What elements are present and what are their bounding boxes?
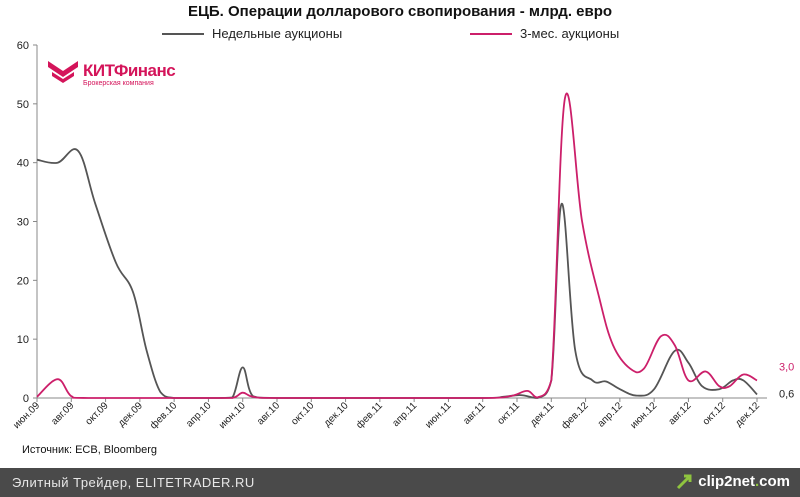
clip2net-arrow-icon	[677, 474, 692, 490]
x-tick-label: дек.12	[733, 400, 762, 429]
end-label-3m: 3,0	[779, 361, 794, 373]
y-tick-label: 0	[23, 393, 29, 405]
footer-site-text: Элитный Трейдер, ELITETRADER.RU	[12, 475, 255, 490]
end-label-weekly: 0,6	[779, 388, 794, 400]
x-tick-label: авг.10	[255, 400, 282, 427]
chart-source: Источник: ECB, Bloomberg	[22, 444, 157, 456]
x-tick-label: окт.11	[495, 400, 522, 427]
legend-label-3m: 3-мес. аукционы	[520, 26, 620, 41]
y-tick-label: 50	[17, 99, 29, 111]
x-tick-label: авг.09	[49, 400, 76, 427]
y-tick-label: 60	[17, 40, 29, 52]
kit-finance-logo: КИТФинанс Брокерская компания	[46, 58, 176, 88]
x-tick-label: апр.10	[184, 400, 214, 430]
legend-item-weekly: Недельные аукционы	[162, 26, 342, 41]
y-tick-label: 20	[17, 275, 29, 287]
legend-swatch-weekly	[162, 32, 204, 35]
x-tick-label: дек.11	[528, 400, 557, 429]
series-line-3m	[36, 92, 758, 399]
y-tick-label: 10	[17, 334, 29, 346]
legend: Недельные аукционы 3-мес. аукционы	[0, 26, 800, 44]
brand-part-a: clip2net	[698, 472, 755, 490]
x-tick-label: июн.12	[628, 400, 659, 431]
x-tick-label: фев.10	[147, 399, 179, 431]
brand-dot: .	[754, 472, 760, 490]
x-tick-label: дек.10	[322, 400, 351, 429]
x-tick-label: фев.12	[559, 399, 591, 431]
chart-title: ЕЦБ. Операции долларового свопирования -…	[187, 3, 613, 20]
legend-item-3m: 3-мес. аукционы	[470, 26, 619, 41]
kit-finance-logo-icon	[48, 61, 78, 83]
legend-swatch-3m	[470, 32, 512, 35]
x-tick-label: апр.12	[596, 400, 626, 430]
footer-bar: Элитный Трейдер, ELITETRADER.RU clip2net…	[0, 468, 800, 497]
legend-label-weekly: Недельные аукционы	[212, 26, 343, 41]
x-tick-label: окт.10	[289, 400, 316, 427]
logo-subtitle: Брокерская компания	[83, 80, 154, 87]
x-tick-label: авг.12	[667, 400, 694, 427]
y-tick-label: 40	[17, 158, 29, 170]
x-tick-label: окт.09	[84, 400, 111, 427]
x-tick-label: окт.12	[701, 400, 728, 427]
x-tick-label: апр.11	[390, 400, 419, 429]
x-tick-label: июн.11	[423, 400, 454, 431]
x-tick-label: дек.09	[116, 400, 145, 429]
x-tick-label: фев.11	[354, 399, 386, 431]
logo-name: КИТФинанс	[83, 61, 176, 80]
clip2net-brand: clip2net. com	[676, 472, 790, 490]
brand-part-b: com	[759, 472, 790, 490]
x-tick-label: авг.11	[461, 400, 488, 427]
x-tick-label: июн.10	[217, 400, 248, 431]
y-tick-label: 30	[17, 217, 29, 229]
